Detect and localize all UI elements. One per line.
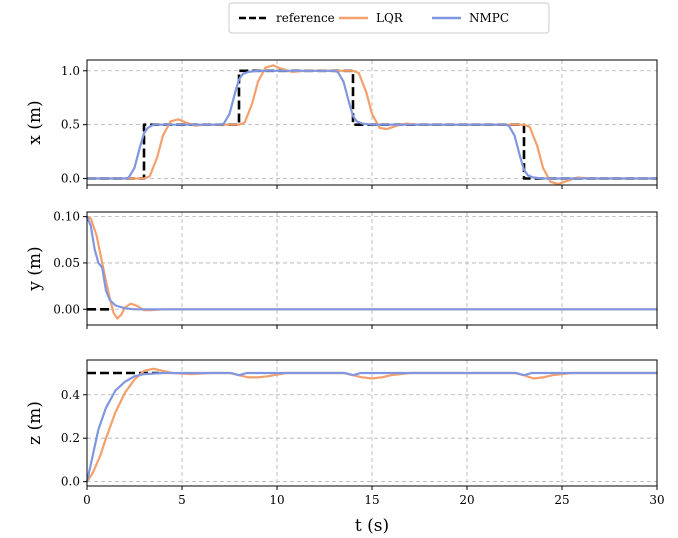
legend-label-nmpc: NMPC bbox=[469, 11, 509, 25]
panel-y-ytick-label: 0.00 bbox=[53, 302, 80, 316]
panel-z-ytick-label: 0.4 bbox=[61, 388, 80, 402]
panel-z-xtick-label: 30 bbox=[649, 493, 664, 507]
panel-z-ytick-label: 0.2 bbox=[61, 431, 80, 445]
panel-z-xtick-label: 15 bbox=[364, 493, 379, 507]
panel-y-ytick-label: 0.05 bbox=[53, 256, 80, 270]
panel-x-ticks: 0.0 0.5 1.0 bbox=[61, 64, 658, 189]
panel-x-grid bbox=[87, 60, 657, 185]
legend: reference LQR NMPC bbox=[228, 2, 550, 34]
panel-y-grid bbox=[87, 212, 657, 325]
panel-x-ytick-label: 0.0 bbox=[61, 172, 80, 186]
panel-z-xtick-label: 0 bbox=[83, 493, 91, 507]
panel-z-xtick-label: 25 bbox=[554, 493, 569, 507]
panel-z-xtick-label: 5 bbox=[178, 493, 186, 507]
panel-y-ytick-label: 0.10 bbox=[53, 210, 80, 224]
panel-z-xtick-label: 20 bbox=[459, 493, 474, 507]
panel-x: 0.0 0.5 1.0 x (m) bbox=[25, 59, 658, 189]
panel-z-ticks: 0 5 10 15 20 25 30 0.0 0.2 0.4 bbox=[61, 388, 665, 507]
panel-y: 0.00 0.05 0.10 y (m) bbox=[25, 210, 658, 329]
panel-z: 0 5 10 15 20 25 30 0.0 0.2 0.4 z (m) t (s) bbox=[25, 359, 665, 536]
panel-y-series-nmpc bbox=[85, 216, 657, 311]
panel-z-xlabel: t (s) bbox=[355, 516, 389, 536]
panel-y-ticks: 0.00 0.05 0.10 bbox=[53, 210, 658, 329]
panel-x-ytick-label: 0.5 bbox=[61, 118, 80, 132]
panel-x-ylabel: x (m) bbox=[25, 100, 45, 144]
legend-label-lqr: LQR bbox=[376, 11, 404, 25]
panel-x-ytick-label: 1.0 bbox=[61, 64, 80, 78]
legend-box bbox=[228, 2, 550, 34]
panel-z-ytick-label: 0.0 bbox=[61, 475, 80, 489]
panel-z-ylabel: z (m) bbox=[25, 401, 45, 445]
panel-y-ylabel: y (m) bbox=[25, 246, 45, 291]
legend-label-reference: reference bbox=[276, 11, 335, 25]
panel-y-series bbox=[85, 215, 657, 320]
panel-z-xtick-label: 10 bbox=[269, 493, 284, 507]
panel-z-series-nmpc bbox=[85, 371, 657, 482]
panel-x-series-nmpc bbox=[87, 69, 657, 180]
panel-z-series bbox=[85, 367, 657, 483]
panel-z-grid bbox=[87, 360, 657, 486]
panel-x-series bbox=[87, 64, 657, 185]
